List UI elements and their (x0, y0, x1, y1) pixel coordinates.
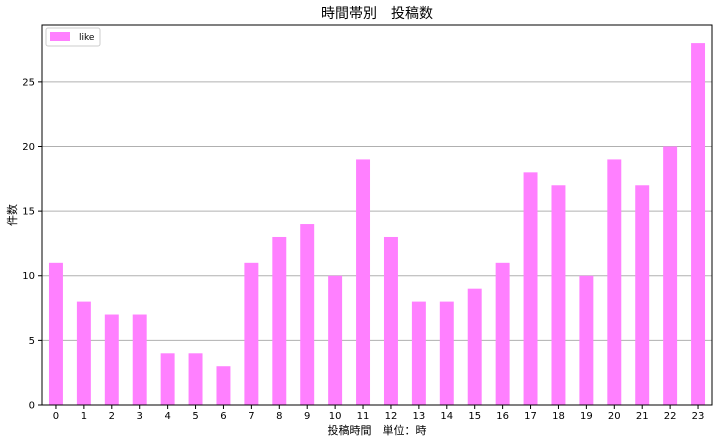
x-tick-label: 12 (385, 411, 398, 422)
bar-7 (244, 262, 259, 405)
y-tick-label: 20 (22, 142, 35, 153)
bar-16 (495, 262, 510, 405)
x-tick-label: 10 (329, 411, 342, 422)
legend: like (45, 27, 101, 47)
x-tick-label: 3 (137, 411, 143, 422)
y-axis-label: 件数 (6, 204, 19, 226)
x-tick-label: 2 (109, 411, 115, 422)
bar-14 (439, 301, 454, 405)
x-tick-label: 21 (636, 411, 649, 422)
y-tick-label: 5 (29, 336, 35, 347)
x-tick-label: 23 (692, 411, 705, 422)
x-axis-label: 投稿時間 単位：時 (328, 423, 427, 437)
y-axis-ticks: 0 5 10 15 20 25 (22, 77, 42, 412)
bar-12 (383, 236, 398, 405)
gridlines (42, 81, 712, 341)
y-tick-label: 25 (22, 77, 35, 88)
bar-1 (76, 301, 91, 405)
bar-15 (467, 288, 482, 405)
y-tick-label: 10 (22, 271, 35, 282)
x-tick-label: 5 (192, 411, 198, 422)
x-tick-label: 1 (81, 411, 87, 422)
bars (48, 43, 706, 406)
bar-6 (216, 366, 231, 405)
bar-17 (523, 172, 538, 405)
y-tick-label: 15 (22, 207, 35, 218)
x-tick-label: 22 (664, 411, 677, 422)
x-axis-ticks: 0 1 2 3 4 5 6 7 8 9 10 11 12 13 14 15 16 17 18 19 20 21 22 23 (53, 405, 705, 422)
x-tick-label: 9 (304, 411, 310, 422)
bar-13 (411, 301, 426, 405)
bar-20 (607, 159, 622, 405)
bar-4 (160, 353, 175, 405)
x-tick-label: 11 (357, 411, 370, 422)
x-tick-label: 4 (164, 411, 170, 422)
x-tick-label: 17 (524, 411, 537, 422)
bar-18 (551, 185, 566, 405)
bar-11 (356, 159, 371, 405)
legend-label: like (79, 33, 95, 43)
x-tick-label: 6 (220, 411, 226, 422)
bar-22 (663, 146, 678, 406)
legend-swatch (50, 32, 70, 41)
bar-5 (188, 353, 203, 405)
x-tick-label: 18 (552, 411, 565, 422)
x-tick-label: 15 (468, 411, 481, 422)
x-tick-label: 13 (413, 411, 426, 422)
bar-3 (132, 314, 147, 405)
x-tick-label: 14 (440, 411, 453, 422)
bar-19 (579, 275, 594, 405)
bar-9 (300, 224, 315, 405)
bar-23 (691, 43, 706, 405)
bar-2 (104, 314, 119, 405)
x-tick-label: 20 (608, 411, 621, 422)
x-tick-label: 19 (580, 411, 593, 422)
bar-10 (328, 275, 343, 405)
x-tick-label: 7 (248, 411, 254, 422)
x-tick-label: 16 (496, 411, 509, 422)
bar-0 (48, 262, 63, 405)
bar-21 (635, 185, 650, 405)
chart-title: 時間帯別 投稿数 (321, 6, 433, 22)
y-tick-label: 0 (29, 401, 35, 412)
x-tick-label: 0 (53, 411, 59, 422)
x-tick-label: 8 (276, 411, 282, 422)
bar-8 (272, 236, 287, 405)
plot-frame (41, 24, 713, 406)
